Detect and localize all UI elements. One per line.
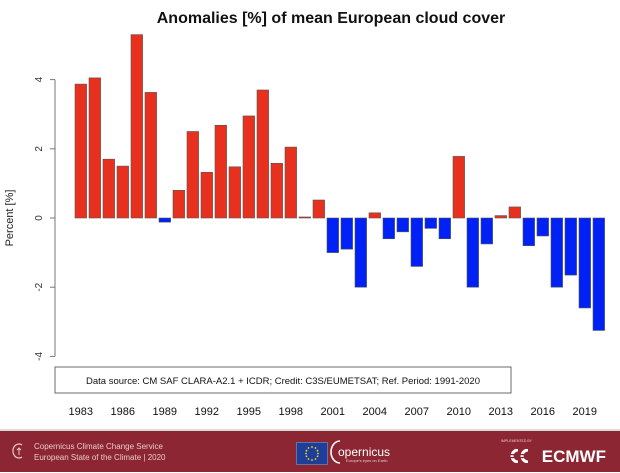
implemented-by-label: IMPLEMENTED BY bbox=[501, 439, 532, 443]
service-name: Copernicus Climate Change Service bbox=[34, 442, 163, 451]
bar-2013 bbox=[494, 215, 507, 219]
copernicus-tagline: Europe's eyes on Earth bbox=[346, 458, 388, 463]
bar-1996 bbox=[256, 89, 269, 219]
footer: Copernicus Climate Change Service Europe… bbox=[0, 429, 620, 472]
bar-2011 bbox=[466, 217, 479, 288]
x-tick-label: 1998 bbox=[279, 406, 303, 418]
x-tick-label: 1995 bbox=[237, 406, 261, 418]
bar-2006 bbox=[396, 217, 409, 233]
bar-2007 bbox=[410, 217, 423, 267]
copernicus-c-icon bbox=[330, 440, 341, 464]
annotation-box bbox=[54, 366, 512, 394]
x-tick-label: 1983 bbox=[69, 406, 93, 418]
bar-1988 bbox=[144, 92, 157, 219]
bar-2017 bbox=[550, 217, 563, 288]
x-tick-label: 1989 bbox=[153, 406, 177, 418]
bar-1986 bbox=[116, 165, 129, 219]
y-tick-label: 0 bbox=[34, 215, 45, 221]
x-tick-label: 2010 bbox=[447, 406, 471, 418]
bar-2008 bbox=[424, 217, 437, 229]
report-name: European State of the Climate | 2020 bbox=[34, 453, 166, 462]
bar-chart: -4 -2 0 2 4 1983 1986 1989 1992 1995 1998 2001 2004… bbox=[4, 34, 605, 418]
y-tick-label: -4 bbox=[34, 352, 45, 361]
bar-1987 bbox=[130, 34, 143, 219]
copernicus-logo-text: opernicus bbox=[338, 445, 391, 459]
y-axis-label: Percent [%] bbox=[4, 190, 16, 247]
c3s-logo-icon bbox=[12, 443, 23, 459]
x-tick-label: 2007 bbox=[405, 406, 429, 418]
bar-1990 bbox=[172, 190, 185, 219]
x-tick-label: 2004 bbox=[363, 406, 387, 418]
ecmwf-logo-text: ECMWF bbox=[541, 447, 606, 466]
bar-2005 bbox=[382, 217, 395, 240]
eu-flag-icon bbox=[296, 442, 328, 465]
bar-2010 bbox=[452, 156, 465, 219]
bar-1998 bbox=[284, 146, 297, 219]
bar-2012 bbox=[480, 217, 493, 245]
bar-2001 bbox=[326, 217, 339, 253]
y-tick-label: 2 bbox=[34, 146, 45, 152]
x-tick-label: 2019 bbox=[573, 406, 597, 418]
bar-1997 bbox=[270, 163, 283, 219]
chart-title: Anomalies [%] of mean European cloud cov… bbox=[156, 10, 506, 27]
bar-1983 bbox=[74, 83, 87, 219]
bar-1993 bbox=[214, 124, 227, 219]
bar-1985 bbox=[102, 158, 115, 219]
y-axis: -4 -2 0 2 4 bbox=[34, 76, 56, 361]
bar-2019 bbox=[578, 217, 591, 309]
ecmwf-branding: IMPLEMENTED BY ECMWF bbox=[496, 437, 606, 473]
bar-1984 bbox=[88, 77, 101, 219]
bar-2015 bbox=[522, 217, 535, 246]
bar-2003 bbox=[354, 217, 367, 288]
y-tick-label: -2 bbox=[34, 282, 45, 291]
bar-2000 bbox=[312, 199, 325, 219]
bar-2020 bbox=[592, 217, 605, 331]
bar-2004 bbox=[368, 212, 381, 219]
bar-1995 bbox=[242, 115, 255, 219]
bar-1989 bbox=[158, 217, 171, 223]
x-tick-label: 2013 bbox=[489, 406, 513, 418]
bar-2018 bbox=[564, 217, 577, 276]
ecmwf-logo-icon bbox=[510, 449, 532, 463]
annotation-text: Data source: CM SAF CLARA-A2.1 + ICDR; C… bbox=[86, 376, 480, 387]
bars bbox=[74, 34, 605, 331]
bar-1992 bbox=[200, 172, 213, 219]
bar-2014 bbox=[508, 206, 521, 219]
x-tick-label: 2001 bbox=[321, 406, 345, 418]
x-tick-label: 1992 bbox=[195, 406, 219, 418]
bar-1999 bbox=[298, 216, 311, 219]
bar-2016 bbox=[536, 217, 549, 237]
x-axis-labels: 1983 1986 1989 1992 1995 1998 2001 2004 2007 2010… bbox=[69, 406, 597, 418]
bar-1994 bbox=[228, 166, 241, 219]
bar-2002 bbox=[340, 217, 353, 250]
x-tick-label: 1986 bbox=[111, 406, 135, 418]
y-tick-label: 4 bbox=[34, 76, 45, 82]
bar-2009 bbox=[438, 217, 451, 240]
bar-1991 bbox=[186, 131, 199, 219]
x-tick-label: 2016 bbox=[531, 406, 555, 418]
